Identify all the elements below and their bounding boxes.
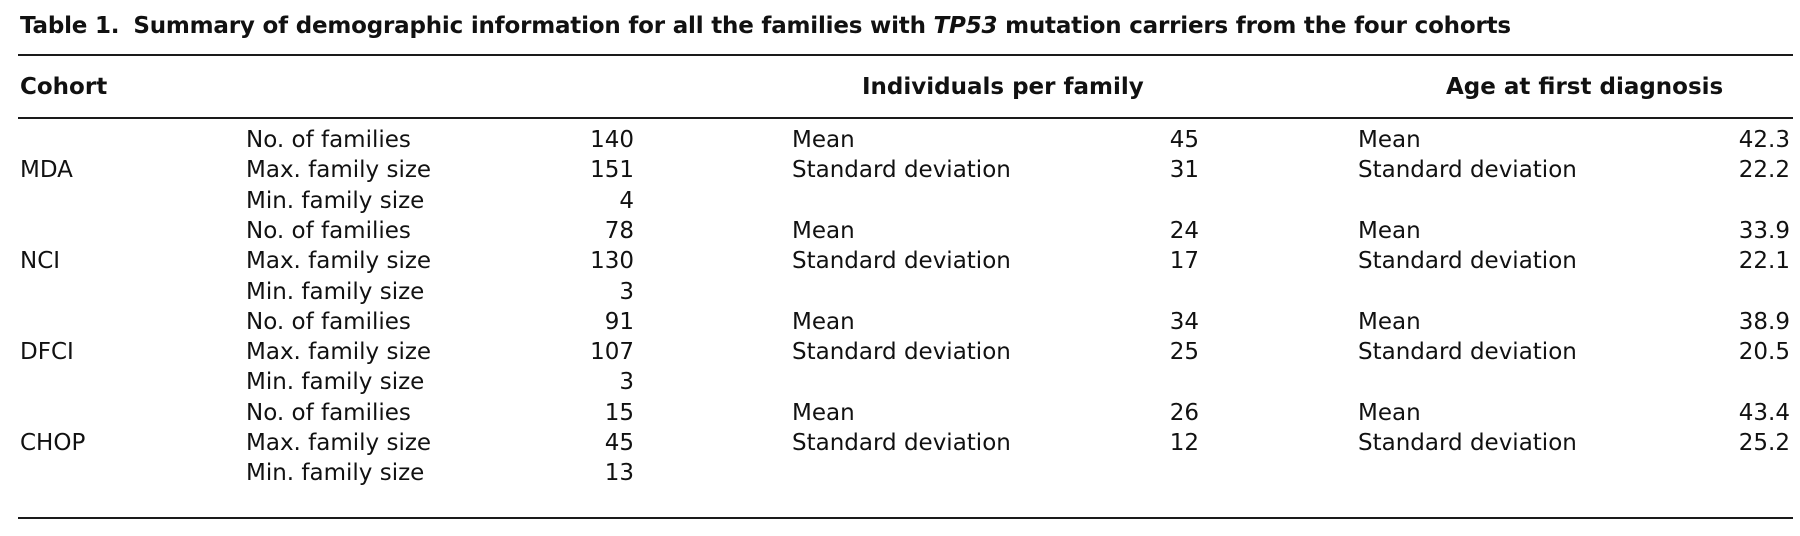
family-stat-label: Max. family size xyxy=(246,248,432,275)
family-stat-label: Min. family size xyxy=(246,369,425,396)
family-stat-label: Max. family size xyxy=(246,339,432,366)
age-stat-value: 20.5 xyxy=(1738,339,1790,366)
individuals-stat-value: 31 xyxy=(1169,157,1199,184)
age-stat-label: Standard deviation xyxy=(1358,248,1577,275)
family-stat-label: No. of families xyxy=(246,127,411,153)
age-stat-label: Mean xyxy=(1358,308,1421,335)
individuals-stat-value: 25 xyxy=(1169,339,1199,366)
age-stat-value: 38.9 xyxy=(1738,308,1790,335)
family-stat-label: Min. family size xyxy=(246,460,425,487)
individuals-stat-label: Mean xyxy=(792,399,855,426)
individuals-stat-label: Standard deviation xyxy=(792,248,1011,275)
header-rule xyxy=(18,117,1793,119)
bottom-rule xyxy=(18,517,1793,519)
family-stat-label: Min. family size xyxy=(246,187,425,214)
cohort-name: NCI xyxy=(20,248,61,275)
family-stat-value: 3 xyxy=(619,369,634,396)
top-rule xyxy=(18,54,1793,56)
family-stat-value: 78 xyxy=(604,217,634,244)
family-stat-label: No. of families xyxy=(246,308,411,335)
family-stat-label: Max. family size xyxy=(246,430,432,456)
table-caption: Table 1. Summary of demographic informati… xyxy=(20,13,1511,39)
header-cohort: Cohort xyxy=(20,74,108,100)
age-stat-value: 25.2 xyxy=(1738,430,1790,456)
cohort-name: DFCI xyxy=(20,339,74,366)
individuals-stat-label: Mean xyxy=(792,217,855,244)
cohort-name: CHOP xyxy=(20,430,86,456)
family-stat-value: 140 xyxy=(590,127,634,153)
caption-text-end: mutation carriers from the four cohorts xyxy=(997,13,1511,39)
family-stat-value: 13 xyxy=(604,460,634,487)
individuals-stat-value: 45 xyxy=(1169,127,1199,153)
age-stat-value: 22.2 xyxy=(1738,157,1790,184)
family-stat-label: No. of families xyxy=(246,399,411,426)
individuals-stat-value: 17 xyxy=(1169,248,1199,275)
individuals-stat-label: Mean xyxy=(792,308,855,335)
individuals-stat-value: 34 xyxy=(1169,308,1199,335)
age-stat-label: Mean xyxy=(1358,127,1421,153)
individuals-stat-value: 24 xyxy=(1169,217,1199,244)
age-stat-value: 43.4 xyxy=(1738,399,1790,426)
age-stat-value: 33.9 xyxy=(1738,217,1790,244)
individuals-stat-value: 26 xyxy=(1169,399,1199,426)
cohort-name: MDA xyxy=(20,157,73,184)
caption-gene-name: TP53 xyxy=(933,13,998,39)
caption-text-start: Summary of demographic information for a… xyxy=(133,13,934,39)
family-stat-value: 45 xyxy=(604,430,634,456)
individuals-stat-label: Standard deviation xyxy=(792,157,1011,184)
individuals-stat-label: Standard deviation xyxy=(792,430,1011,456)
family-stat-value: 130 xyxy=(590,248,634,275)
family-stat-value: 151 xyxy=(590,157,634,184)
age-stat-label: Standard deviation xyxy=(1358,339,1577,366)
family-stat-value: 15 xyxy=(604,399,634,426)
family-stat-label: Max. family size xyxy=(246,157,432,184)
age-stat-value: 42.3 xyxy=(1738,127,1790,153)
individuals-stat-label: Mean xyxy=(792,127,855,153)
individuals-stat-label: Standard deviation xyxy=(792,339,1011,366)
header-individuals-per-family: Individuals per family xyxy=(862,74,1144,100)
age-stat-label: Standard deviation xyxy=(1358,430,1577,456)
family-stat-value: 107 xyxy=(590,339,634,366)
header-age-at-first-diagnosis: Age at first diagnosis xyxy=(1446,74,1724,100)
age-stat-label: Standard deviation xyxy=(1358,157,1577,184)
family-stat-value: 4 xyxy=(619,187,634,214)
family-stat-label: Min. family size xyxy=(246,278,425,305)
age-stat-label: Mean xyxy=(1358,217,1421,244)
table-label: Table 1. xyxy=(20,13,120,39)
family-stat-value: 91 xyxy=(604,308,634,335)
age-stat-value: 22.1 xyxy=(1738,248,1790,275)
family-stat-value: 3 xyxy=(619,278,634,305)
individuals-stat-value: 12 xyxy=(1169,430,1199,456)
age-stat-label: Mean xyxy=(1358,399,1421,426)
family-stat-label: No. of families xyxy=(246,217,411,244)
